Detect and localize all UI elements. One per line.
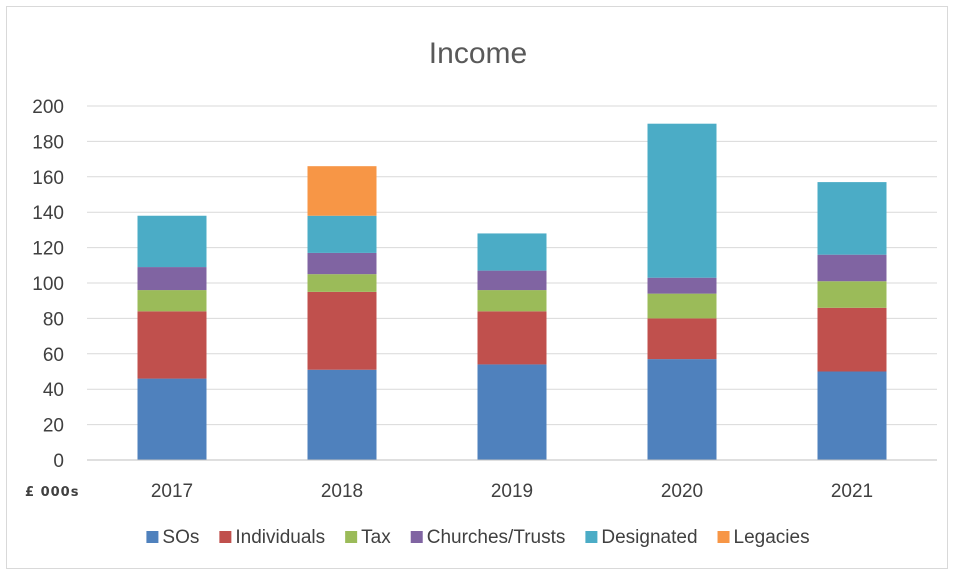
legend-item: Legacies — [717, 527, 810, 548]
y-tick-label: 20 — [43, 416, 64, 437]
y-tick-label: 200 — [32, 97, 64, 118]
x-tick-label: 2021 — [831, 481, 873, 502]
bar-segment-individuals — [817, 307, 887, 372]
bar-segment-designated — [477, 233, 547, 271]
legend-label: Legacies — [734, 527, 810, 548]
x-tick-label: 2017 — [151, 481, 193, 502]
bar-segment-sos — [137, 378, 207, 460]
bar-segment-tax — [137, 290, 207, 312]
y-tick-label: 140 — [32, 203, 64, 224]
bar-segment-designated — [647, 123, 717, 278]
legend-swatch — [219, 531, 232, 543]
unit-label: £ 000s — [25, 485, 79, 500]
bar-segment-designated — [817, 182, 887, 255]
bar-segment-tax — [307, 274, 377, 292]
bar-segment-individuals — [137, 311, 207, 379]
bar-segment-churches-trusts — [477, 270, 547, 291]
chart-frame: Income 0 20 40 60 80 100 120 140 160 180 200 2017 20… — [6, 6, 948, 569]
bar-segment-individuals — [477, 311, 547, 365]
legend-item: Individuals — [219, 527, 325, 548]
legend-swatch — [585, 531, 598, 543]
legend-label: Tax — [361, 527, 391, 548]
bar-segment-individuals — [647, 318, 717, 360]
chart-canvas: Income 0 20 40 60 80 100 120 140 160 180 200 2017 20… — [25, 37, 937, 548]
chart-title: Income — [429, 37, 527, 70]
legend-swatch — [410, 531, 423, 543]
legend-item: SOs — [146, 527, 199, 548]
y-tick-label: 100 — [32, 274, 64, 295]
bar-segment-designated — [137, 215, 207, 268]
bar-segment-churches-trusts — [647, 277, 717, 294]
y-tick-label: 120 — [32, 239, 64, 260]
y-tick-label: 160 — [32, 168, 64, 189]
bar-segment-designated — [307, 215, 377, 253]
bars — [137, 123, 887, 460]
legend-swatch — [717, 531, 730, 543]
bar-segment-sos — [477, 364, 547, 460]
legend-label: Individuals — [235, 527, 325, 548]
bar-segment-churches-trusts — [307, 252, 377, 275]
legend-item: Churches/Trusts — [410, 527, 566, 548]
legend-item: Tax — [345, 527, 391, 548]
bar-segment-churches-trusts — [137, 267, 207, 291]
bar-segment-churches-trusts — [817, 254, 887, 282]
bar-segment-legacies — [307, 166, 377, 216]
x-tick-label: 2019 — [491, 481, 533, 502]
bar-segment-tax — [647, 293, 717, 319]
bar-segment-tax — [817, 281, 887, 308]
y-tick-label: 0 — [53, 451, 64, 472]
y-tick-label: 60 — [43, 345, 64, 366]
y-tick-label: 80 — [43, 309, 64, 330]
x-tick-label: 2018 — [321, 481, 363, 502]
bar-segment-sos — [647, 359, 717, 460]
legend-swatch — [146, 531, 159, 543]
bar-segment-individuals — [307, 291, 377, 370]
legend-label: SOs — [162, 527, 199, 548]
legend-item: Designated — [585, 527, 698, 548]
axes: 0 20 40 60 80 100 120 140 160 180 200 2017 2018 2019 2… — [32, 97, 937, 502]
legend-label: Churches/Trusts — [427, 527, 566, 548]
legend-label: Designated — [601, 527, 697, 548]
bar-segment-sos — [817, 371, 887, 460]
bar-segment-tax — [477, 290, 547, 312]
y-tick-label: 180 — [32, 132, 64, 153]
bar-segment-sos — [307, 369, 377, 460]
legend: SOs Individuals Tax Churches/Trusts Designat… — [146, 527, 810, 548]
y-tick-label: 40 — [43, 380, 64, 401]
legend-swatch — [345, 531, 358, 543]
x-tick-label: 2020 — [661, 481, 703, 502]
